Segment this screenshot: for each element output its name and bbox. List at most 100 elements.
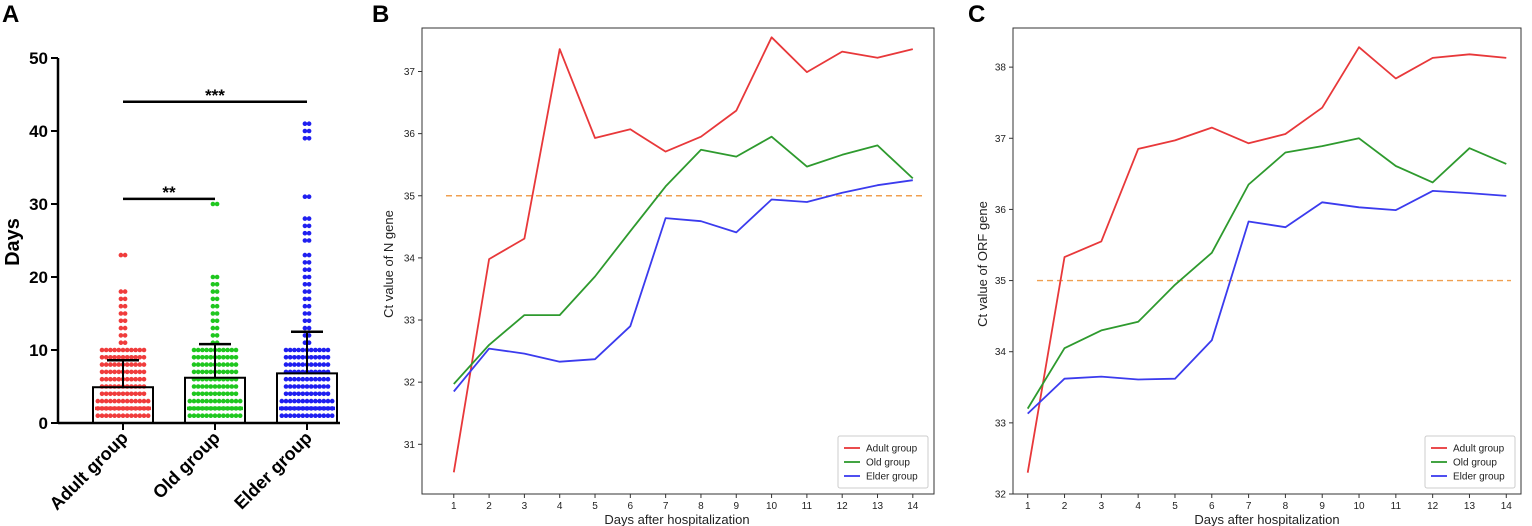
panel-a-data-point [210, 282, 216, 287]
panel-a-data-point [214, 311, 220, 316]
panel-a-data-point [325, 391, 331, 397]
panel-a-data-point [112, 355, 117, 360]
panel-a-data-point [195, 384, 201, 389]
panel-b-plot-frame [421, 27, 935, 495]
panel-b-x-tick-label: 7 [663, 501, 669, 512]
panel-a-data-point [296, 347, 301, 353]
panel-a-data-point [225, 413, 230, 419]
panel-a-data-point [221, 384, 226, 389]
panel-a-y-tick-label: 0 [39, 414, 48, 433]
panel-a-data-point [233, 391, 239, 397]
panel-a-data-point [103, 355, 109, 360]
panel-a-data-point [216, 391, 222, 397]
panel-a-data-point [187, 398, 193, 404]
panel-a-data-point [302, 121, 308, 126]
panel-a-data-point [210, 311, 216, 316]
panel-a-data-point [116, 362, 122, 367]
panel-b-x-tick-label: 14 [907, 501, 919, 512]
panel-a-data-point [300, 347, 306, 353]
panel-a-data-point [124, 376, 130, 382]
panel-c-legend-box [1424, 435, 1516, 489]
panel-a-data-point [137, 362, 143, 367]
panel-a-data-point [300, 384, 306, 389]
panel-a-data-point [137, 355, 143, 360]
panel-a-data-point [129, 376, 134, 382]
panel-a-data-point [306, 303, 312, 309]
panel-a-data-point [225, 398, 230, 404]
panel-a-data-point [214, 325, 220, 331]
panel-b-x-tick-label: 5 [592, 501, 598, 512]
panel-a-data-point [124, 362, 130, 367]
panel-a-data-point [108, 369, 113, 375]
panel-a-data-point [321, 384, 327, 389]
panel-a-data-point [304, 398, 310, 404]
panel-a-data-point [233, 413, 239, 419]
panel-b-series-line [452, 36, 914, 473]
panel-a-data-point [99, 391, 105, 397]
panel-a-data-point [208, 369, 214, 375]
panel-a-data-point [122, 333, 128, 338]
panel-b-y-axis-label: Ct value of N gene [381, 210, 396, 318]
panel-a-data-point [304, 413, 310, 419]
panel-a-data-point [129, 369, 134, 375]
panel-a-data-point [308, 413, 314, 419]
panel-a-data-point [221, 369, 226, 375]
panel-a-data-point [233, 369, 239, 375]
panel-a-data-point [141, 376, 147, 382]
panel-a-data-point [133, 413, 138, 419]
panel-a-data-point [214, 333, 220, 338]
panel-b-x-tick-label: 8 [698, 501, 704, 512]
panel-a-data-point [99, 347, 105, 353]
panel-c-x-tick-label: 2 [1062, 501, 1068, 512]
panel-a-data-point [210, 303, 216, 309]
panel-a-data-point [302, 128, 308, 134]
panel-a-data-point [317, 362, 322, 367]
panel-a-data-point [99, 376, 105, 382]
panel-a-data-point [133, 376, 138, 382]
panel-a-data-point [221, 355, 226, 360]
panel-a-data-point [95, 398, 101, 404]
panel-b-x-tick-label: 4 [557, 501, 563, 512]
panel-a-data-point [108, 376, 113, 382]
panel-a-data-point [317, 413, 322, 419]
panel-a-data-point [122, 289, 128, 294]
panel-a-data-point [306, 260, 312, 265]
panel-a-data-point [306, 223, 312, 229]
panel-a-data-point [112, 413, 117, 419]
panel-a-data-point [302, 260, 308, 265]
panel-a-data-point [304, 384, 310, 389]
panel-a-data-point [233, 384, 239, 389]
panel-a-data-point [120, 391, 126, 397]
panel-a-data-point [99, 362, 105, 367]
panel-c-y-tick-label: 37 [995, 134, 1007, 145]
panel-a-data-point [325, 398, 331, 404]
panel-a-data-point [118, 311, 124, 316]
panel-a-data-point [321, 347, 327, 353]
panel-a-data-point [137, 398, 143, 404]
panel-a-data-point [129, 398, 134, 404]
panel-b-x-tick-label: 10 [766, 501, 778, 512]
panel-a-data-point [212, 391, 218, 397]
panel-a-data-point [296, 398, 301, 404]
panel-a-data-point [200, 347, 205, 353]
panel-a-data-point [229, 369, 235, 375]
panel-a-data-point [120, 398, 126, 404]
panel-a-data-point [233, 355, 239, 360]
panel-a-data-point [124, 413, 130, 419]
panel-a-data-point [200, 384, 205, 389]
panel-a-data-point [287, 362, 293, 367]
panel-b-x-tick-label: 11 [802, 501, 813, 512]
panel-a-data-point [124, 369, 130, 375]
panel-a-data-point [308, 362, 314, 367]
panel-a-data-point [200, 398, 205, 404]
panel-a-data-point [302, 216, 308, 221]
panel-a-data-point [300, 391, 306, 397]
panel-a-data-point [214, 282, 220, 287]
panel-a-data-point [287, 384, 293, 389]
panel-c-y-tick-label: 33 [995, 418, 1007, 429]
panel-a-data-point [137, 347, 143, 353]
panel-a-data-point [221, 347, 226, 353]
panel-a-data-point [120, 355, 126, 360]
panel-b-y-tick-label: 32 [404, 378, 416, 389]
panel-a-data-point [103, 398, 109, 404]
